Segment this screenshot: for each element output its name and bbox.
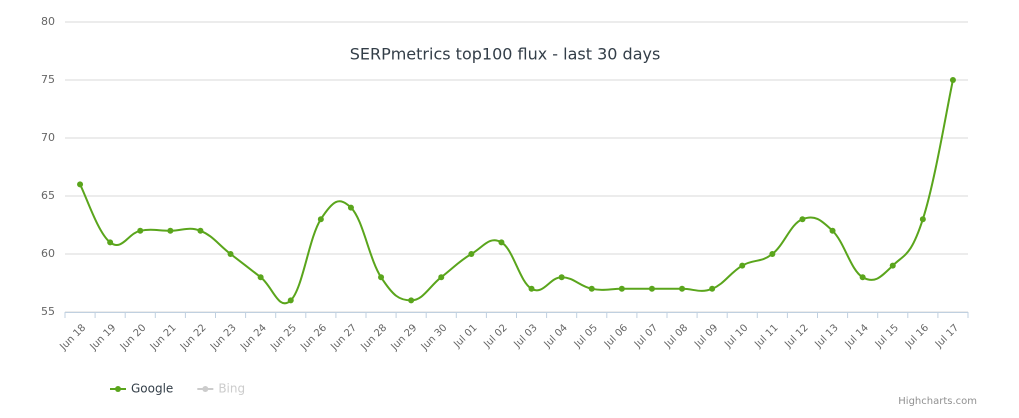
x-tick-label: Jul 10	[722, 322, 750, 350]
point-marker	[408, 297, 415, 304]
legend-item[interactable]: Bing	[218, 382, 245, 396]
point-marker	[859, 274, 866, 281]
point-marker	[317, 216, 324, 223]
x-tick-label: Jul 14	[843, 322, 871, 350]
x-tick-label: Jul 05	[572, 322, 600, 350]
y-tick-label: 60	[41, 247, 55, 260]
series-line	[79, 79, 954, 305]
point-marker	[107, 239, 114, 246]
x-tick-label: Jul 07	[632, 322, 660, 350]
point-marker	[197, 227, 204, 234]
point-marker	[468, 251, 475, 257]
point-marker	[679, 285, 686, 292]
credits[interactable]: Highcharts.com	[898, 396, 977, 407]
point-marker	[378, 274, 385, 281]
y-tick-label: 75	[41, 73, 55, 86]
x-tick-label: Jun 20	[118, 322, 149, 353]
point-marker	[77, 181, 84, 188]
x-tick-label: Jun 21	[148, 322, 179, 353]
x-tick-label: Jul 13	[813, 322, 841, 350]
x-tick-label: Jul 04	[542, 322, 570, 350]
legend-marker	[115, 386, 121, 392]
point-marker	[919, 216, 926, 223]
x-tick-label: Jun 29	[389, 322, 420, 353]
x-tick-label: Jun 18	[58, 322, 89, 353]
point-marker	[257, 274, 264, 281]
point-marker	[438, 274, 445, 281]
x-tick-label: Jul 15	[873, 322, 901, 350]
point-marker	[709, 285, 716, 292]
point-marker	[799, 216, 806, 223]
x-tick-label: Jun 30	[419, 322, 450, 353]
chart-title: SERPmetrics top100 flux - last 30 days	[350, 45, 661, 64]
x-tick-label: Jul 06	[602, 322, 630, 350]
x-tick-label: Jul 08	[662, 322, 690, 350]
x-tick-label: Jun 19	[88, 322, 119, 353]
point-marker	[829, 227, 836, 234]
point-marker	[618, 285, 625, 292]
point-marker	[588, 285, 595, 292]
y-tick-label: 55	[41, 305, 55, 318]
x-tick-label: Jun 23	[208, 322, 239, 353]
y-tick-label: 70	[41, 131, 55, 144]
point-marker	[528, 285, 535, 292]
x-tick-label: Jul 16	[903, 322, 931, 350]
x-tick-label: Jul 17	[933, 322, 961, 350]
y-tick-label: 65	[41, 189, 55, 202]
point-marker	[648, 285, 655, 292]
point-marker	[558, 274, 565, 281]
x-tick-label: Jul 01	[451, 322, 479, 350]
x-tick-label: Jun 24	[238, 322, 269, 353]
point-marker	[287, 297, 294, 304]
x-tick-label: Jul 12	[782, 322, 810, 350]
point-marker	[949, 77, 956, 83]
point-marker	[739, 262, 746, 269]
y-tick-label: 80	[41, 15, 55, 28]
point-marker	[889, 262, 896, 269]
x-tick-label: Jul 03	[512, 322, 540, 350]
x-tick-label: Jun 25	[268, 322, 299, 353]
point-marker	[167, 227, 174, 234]
point-marker	[227, 251, 234, 257]
x-tick-label: Jun 28	[359, 322, 390, 353]
point-marker	[498, 239, 505, 246]
x-tick-label: Jul 09	[692, 322, 720, 350]
x-tick-label: Jul 02	[481, 322, 509, 350]
legend-marker	[202, 386, 209, 392]
x-tick-label: Jul 11	[752, 322, 780, 350]
point-marker	[347, 204, 354, 211]
x-tick-label: Jun 26	[298, 322, 329, 353]
point-marker	[137, 227, 144, 234]
x-tick-label: Jun 22	[178, 322, 209, 353]
point-marker	[769, 251, 776, 257]
legend-item[interactable]: Google	[131, 382, 173, 396]
x-tick-label: Jun 27	[328, 322, 359, 353]
